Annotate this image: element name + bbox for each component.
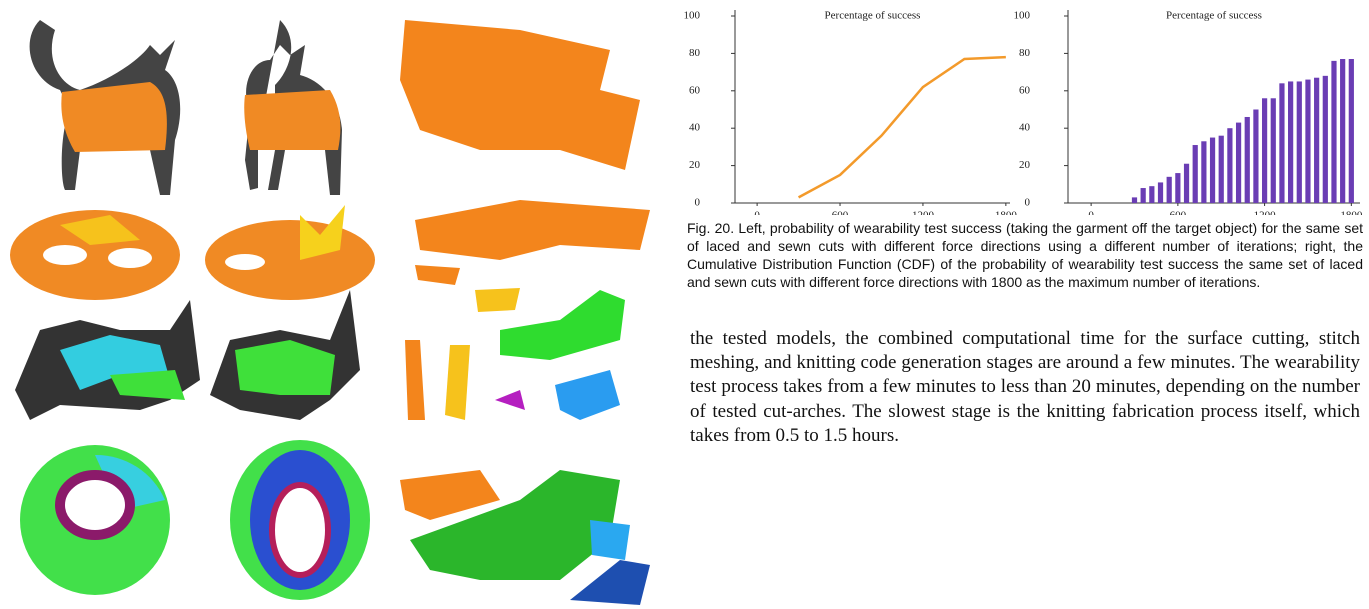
bar — [1201, 141, 1206, 203]
flat-pattern — [400, 470, 500, 520]
bar — [1271, 98, 1276, 203]
y-tick-label: 0 — [695, 197, 701, 209]
bar — [1305, 80, 1310, 203]
y-tick-label: 0 — [1025, 197, 1031, 209]
data-line — [799, 57, 1006, 197]
sphere-hole — [60, 475, 130, 535]
flat-pattern — [590, 520, 630, 560]
x-tick-label: 1200 — [912, 210, 935, 215]
flat-pattern — [495, 390, 525, 410]
bar — [1288, 81, 1293, 203]
bar — [1349, 59, 1354, 203]
x-tick-label: 0 — [1088, 210, 1094, 215]
x-tick-label: 600 — [1170, 210, 1187, 215]
flat-pattern — [475, 288, 520, 312]
bar — [1141, 188, 1146, 203]
bar — [1132, 197, 1137, 203]
bar — [1323, 76, 1328, 203]
flat-pattern — [555, 370, 620, 420]
bar — [1227, 128, 1232, 203]
bar — [1279, 83, 1284, 203]
torus-hole — [108, 248, 152, 268]
chart-title: Percentage of success — [1166, 10, 1262, 22]
figure-caption: Fig. 20. Left, probability of wearabilit… — [687, 219, 1363, 291]
flat-pattern — [415, 265, 460, 285]
bar — [1236, 123, 1241, 203]
bar — [1245, 117, 1250, 203]
x-tick-label: 1800 — [995, 210, 1018, 215]
flat-pattern — [445, 345, 470, 420]
bar — [1219, 136, 1224, 203]
bar — [1210, 138, 1215, 203]
bar — [1193, 145, 1198, 203]
y-tick-label: 60 — [689, 84, 701, 96]
bar — [1331, 61, 1336, 203]
page: {"chart_data": [ {"type": "line", "title… — [0, 0, 1369, 609]
y-tick-label: 40 — [689, 122, 701, 134]
bar — [1175, 173, 1180, 203]
y-tick-label: 80 — [689, 47, 701, 59]
y-tick-label: 100 — [1014, 10, 1031, 22]
sphere-hole — [272, 485, 328, 575]
charts: Percentage of success0204060801000600120… — [0, 0, 1369, 215]
bar — [1297, 81, 1302, 203]
x-tick-label: 0 — [754, 210, 760, 215]
torus-hole — [225, 254, 265, 270]
x-tick-label: 1800 — [1340, 210, 1363, 215]
y-tick-label: 20 — [689, 159, 701, 171]
bar — [1253, 110, 1258, 204]
flat-pattern — [405, 340, 425, 420]
body-paragraph: the tested models, the combined computat… — [690, 327, 1360, 609]
torus-hole — [43, 245, 87, 265]
flat-pattern — [500, 290, 625, 360]
y-tick-label: 80 — [1019, 47, 1031, 59]
bar — [1149, 186, 1154, 203]
bar — [1340, 59, 1345, 203]
x-tick-label: 600 — [832, 210, 849, 215]
bar — [1262, 98, 1267, 203]
bar — [1158, 182, 1163, 203]
bar — [1314, 78, 1319, 203]
chart-title: Percentage of success — [825, 10, 921, 22]
bar — [1167, 177, 1172, 203]
y-tick-label: 60 — [1019, 84, 1031, 96]
y-tick-label: 40 — [1019, 122, 1031, 134]
x-tick-label: 1200 — [1254, 210, 1277, 215]
y-tick-label: 20 — [1019, 159, 1031, 171]
y-tick-label: 100 — [684, 10, 701, 22]
flat-pattern — [570, 560, 650, 605]
bar — [1184, 164, 1189, 203]
